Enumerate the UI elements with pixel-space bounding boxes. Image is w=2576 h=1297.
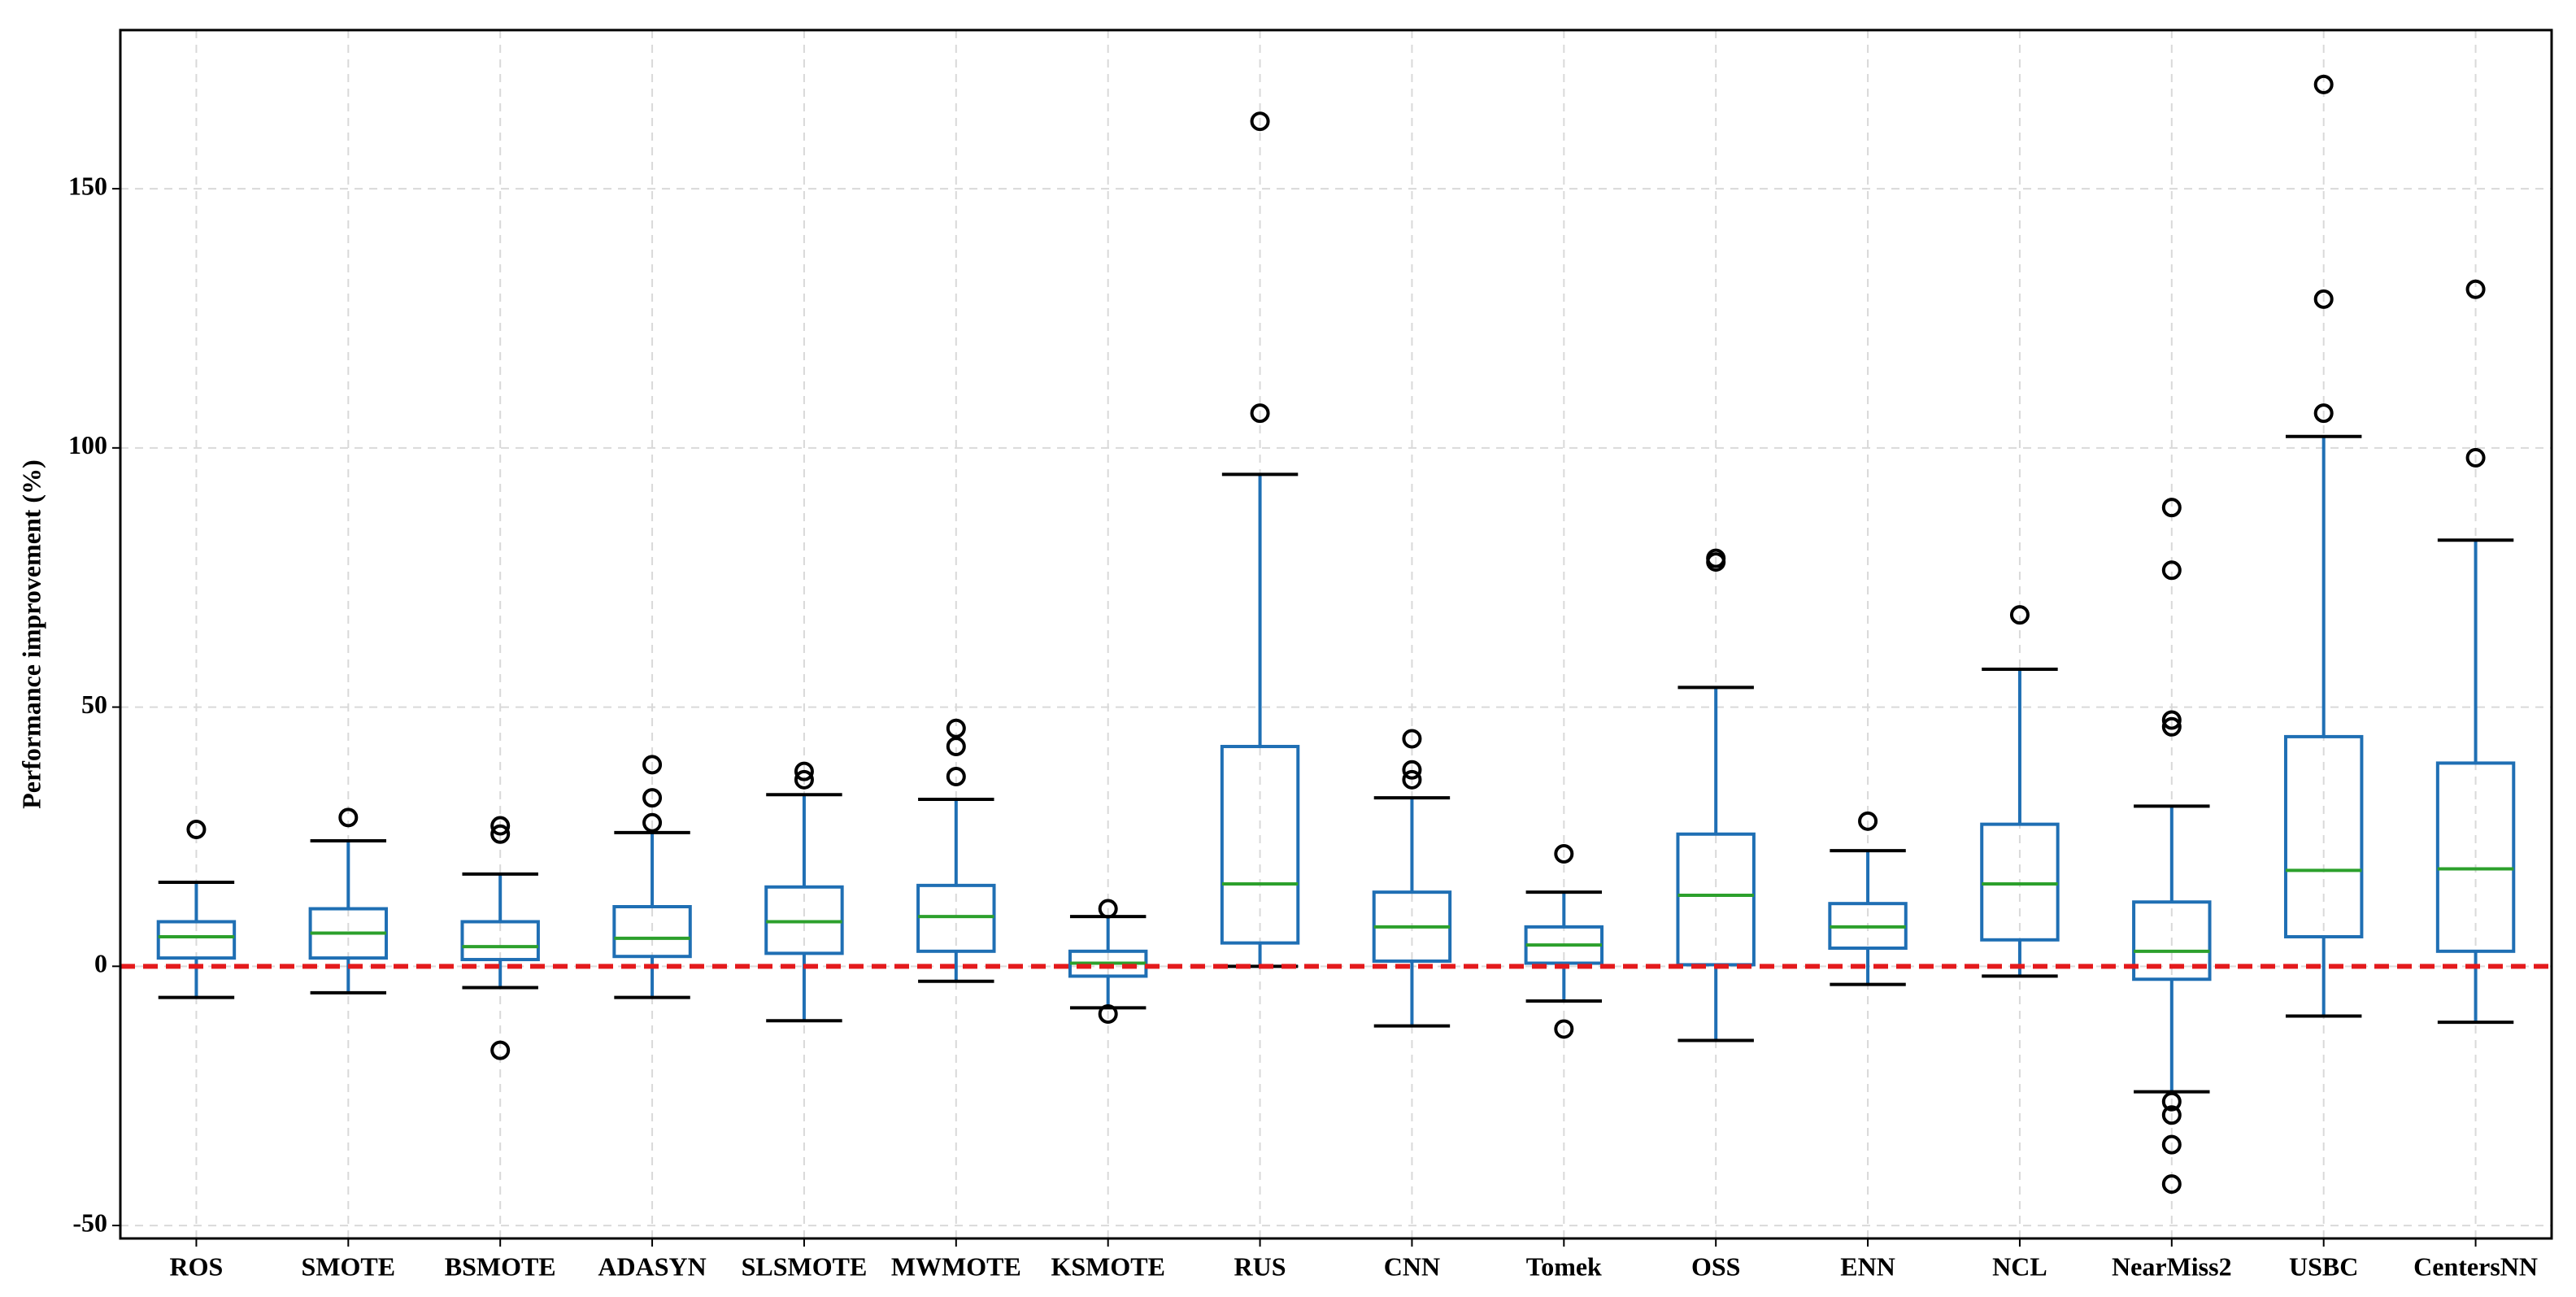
y-axis-label: Performance improvement (%) [16,459,46,808]
x-tick-label: ENN [1840,1251,1895,1281]
y-tick-label: 100 [68,430,107,459]
flier [794,761,814,781]
flier [2161,1134,2182,1155]
box [460,920,540,962]
flier [2465,447,2486,468]
x-tick-label: BSMOTE [445,1251,556,1281]
box [1980,822,2060,942]
flier [186,820,207,840]
x-tick-label: RUS [1234,1251,1286,1281]
flier [2161,560,2182,581]
box [2132,900,2212,981]
box [916,883,996,953]
flier [2161,498,2182,518]
flier [1402,729,1422,749]
flier [2161,716,2182,737]
x-tick-label: SMOTE [302,1251,396,1281]
box [2435,761,2516,953]
flier [1706,552,1726,572]
x-tick-label: OSS [1691,1251,1740,1281]
y-tick-label: 50 [81,690,107,719]
flier [642,755,663,775]
flier [1858,811,1878,831]
flier [490,1040,511,1060]
flier [2161,710,2182,730]
flier [2465,279,2486,299]
flier [1098,899,1118,919]
flier [1554,843,1574,864]
flier [338,807,359,828]
flier [2313,74,2334,94]
x-tick-label: ADASYN [598,1251,706,1281]
flier [642,812,663,833]
flier [2161,1105,2182,1125]
box [2283,734,2364,938]
x-tick-label: KSMOTE [1051,1251,1164,1281]
flier [2161,1174,2182,1195]
flier [2161,1091,2182,1112]
flier [642,788,663,808]
flier [1402,759,1422,780]
x-tick-label: NearMiss2 [2112,1251,2232,1281]
flier [2009,605,2030,625]
flier [2313,289,2334,309]
plot-frame [119,28,2553,1240]
flier [1250,111,1270,132]
flier [1554,1019,1574,1039]
box [612,905,692,959]
box [156,920,237,960]
flier [490,824,511,844]
x-tick-label: CentersNN [2413,1251,2538,1281]
y-tick-label: 150 [68,171,107,200]
x-tick-label: USBC [2289,1251,2358,1281]
flier [946,718,966,738]
x-tick-label: Tomek [1526,1251,1602,1281]
x-tick-label: MWMOTE [891,1251,1021,1281]
flier [794,769,814,790]
box [1220,745,1300,945]
flier [946,766,966,786]
flier [1250,403,1270,424]
x-tick-label: ROS [170,1251,224,1281]
flier [946,737,966,757]
y-tick-label: 0 [94,949,107,978]
x-tick-label: CNN [1384,1251,1440,1281]
flier [1402,769,1422,790]
y-tick-label: -50 [72,1208,107,1237]
flier [490,816,511,836]
flier [2313,403,2334,424]
x-tick-label: SLSMOTE [742,1251,868,1281]
x-tick-label: NCL [1992,1251,2047,1281]
flier [1098,1003,1118,1024]
